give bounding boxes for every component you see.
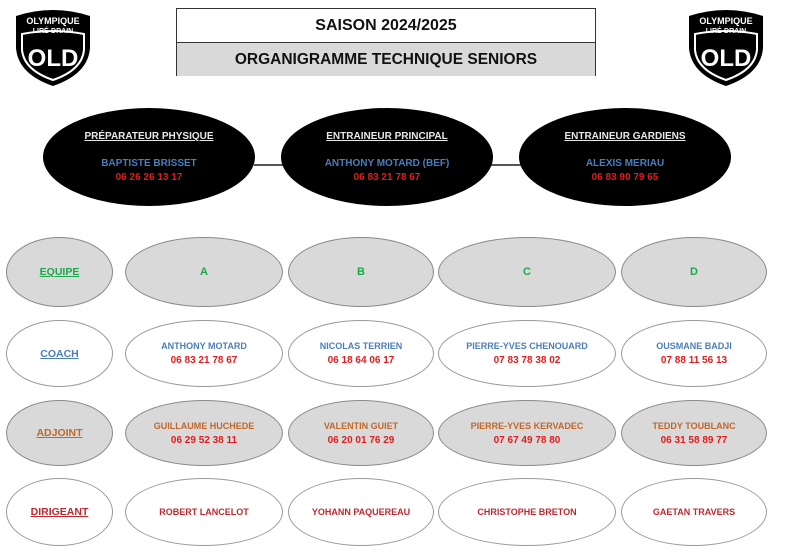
staff-role: ENTRAINEUR PRINCIPAL xyxy=(326,131,448,142)
cell-name: NICOLAS TERRIEN xyxy=(319,341,403,351)
cell-phone: 06 20 01 76 29 xyxy=(327,434,395,446)
svg-text:LIRÉ-DRAIN: LIRÉ-DRAIN xyxy=(33,26,73,35)
cell-name: PIERRE-YVES CHENOUARD xyxy=(466,341,588,351)
staff-name: ANTHONY MOTARD (BEF) xyxy=(324,158,450,169)
cell-phone: 06 83 21 78 67 xyxy=(170,355,238,366)
cell-name: YOHANN PAQUEREAU xyxy=(311,507,411,517)
cell-oval: VALENTIN GUIET 06 20 01 76 29 xyxy=(288,400,434,466)
staff-role: PRÉPARATEUR PHYSIQUE xyxy=(84,131,214,142)
cell-oval: PIERRE-YVES CHENOUARD 07 83 78 38 02 xyxy=(438,320,616,387)
row-label-dirigeant: DIRIGEANT xyxy=(6,478,113,546)
row-label-text: COACH xyxy=(40,347,79,360)
cell-oval: YOHANN PAQUEREAU xyxy=(288,478,434,546)
season-title: SAISON 2024/2025 xyxy=(177,9,595,43)
title-box: SAISON 2024/2025 ORGANIGRAMME TECHNIQUE … xyxy=(176,8,596,76)
cell-name: OUSMANE BADJI xyxy=(656,341,732,351)
svg-text:OLD: OLD xyxy=(28,45,79,72)
row-label-equipe: EQUIPE xyxy=(6,237,113,307)
staff-phone: 06 26 26 13 17 xyxy=(115,172,183,183)
staff-oval: ENTRAINEUR PRINCIPAL ANTHONY MOTARD (BEF)… xyxy=(281,108,493,206)
cell-oval: A xyxy=(125,237,283,307)
staff-phone: 06 83 21 78 67 xyxy=(353,172,421,183)
cell-name: D xyxy=(690,266,698,278)
cell-oval: ANTHONY MOTARD 06 83 21 78 67 xyxy=(125,320,283,387)
staff-oval: ENTRAINEUR GARDIENS ALEXIS MERIAU 06 83 90… xyxy=(519,108,731,206)
club-logo-right: OLYMPIQUE LIRÉ-DRAIN OLD xyxy=(689,10,763,86)
row-label-coach: COACH xyxy=(6,320,113,387)
svg-text:LIRÉ-DRAIN: LIRÉ-DRAIN xyxy=(706,26,746,35)
cell-oval: C xyxy=(438,237,616,307)
svg-text:OLD: OLD xyxy=(701,45,752,72)
cell-name: ROBERT LANCELOT xyxy=(159,507,249,517)
cell-oval: ROBERT LANCELOT xyxy=(125,478,283,546)
staff-name: BAPTISTE BRISSET xyxy=(101,158,197,169)
cell-name: GAETAN TRAVERS xyxy=(652,507,736,517)
cell-name: B xyxy=(357,266,365,278)
cell-phone: 06 29 52 38 11 xyxy=(170,434,238,446)
cell-oval: TEDDY TOUBLANC 06 31 58 89 77 xyxy=(621,400,767,466)
cell-phone: 06 18 64 06 17 xyxy=(327,355,395,366)
cell-oval: D xyxy=(621,237,767,307)
cell-oval: CHRISTOPHE BRETON xyxy=(438,478,616,546)
cell-name: PIERRE-YVES KERVADEC xyxy=(470,420,584,431)
cell-name: A xyxy=(200,266,208,278)
row-label-text: EQUIPE xyxy=(39,266,80,278)
cell-phone: 06 31 58 89 77 xyxy=(660,434,728,446)
svg-text:OLYMPIQUE: OLYMPIQUE xyxy=(26,16,79,26)
cell-name: GUILLAUME HUCHEDE xyxy=(153,420,255,431)
cell-oval: PIERRE-YVES KERVADEC 07 67 49 78 80 xyxy=(438,400,616,466)
cell-phone: 07 83 78 38 02 xyxy=(493,355,561,366)
cell-oval: NICOLAS TERRIEN 06 18 64 06 17 xyxy=(288,320,434,387)
svg-text:OLYMPIQUE: OLYMPIQUE xyxy=(699,16,752,26)
staff-phone: 06 83 90 79 65 xyxy=(591,172,659,183)
cell-name: ANTHONY MOTARD xyxy=(161,341,247,351)
row-label-adjoint: ADJOINT xyxy=(6,400,113,466)
cell-oval: B xyxy=(288,237,434,307)
cell-oval: GAETAN TRAVERS xyxy=(621,478,767,546)
club-logo-left: OLYMPIQUE LIRÉ-DRAIN OLD xyxy=(16,10,90,86)
cell-name: VALENTIN GUIET xyxy=(323,420,399,431)
staff-role: ENTRAINEUR GARDIENS xyxy=(564,131,686,142)
cell-phone: 07 67 49 78 80 xyxy=(493,434,561,446)
cell-name: TEDDY TOUBLANC xyxy=(652,420,736,431)
page-title: ORGANIGRAMME TECHNIQUE SENIORS xyxy=(177,43,595,76)
connector-line xyxy=(490,164,522,166)
staff-name: ALEXIS MERIAU xyxy=(585,158,665,169)
cell-oval: OUSMANE BADJI 07 88 11 56 13 xyxy=(621,320,767,387)
cell-phone: 07 88 11 56 13 xyxy=(660,355,728,366)
cell-oval: GUILLAUME HUCHEDE 06 29 52 38 11 xyxy=(125,400,283,466)
connector-line xyxy=(254,164,284,166)
cell-name: CHRISTOPHE BRETON xyxy=(477,507,577,517)
row-label-text: DIRIGEANT xyxy=(30,506,89,518)
row-label-text: ADJOINT xyxy=(36,427,83,439)
cell-name: C xyxy=(523,266,531,278)
staff-oval: PRÉPARATEUR PHYSIQUE BAPTISTE BRISSET 06 2… xyxy=(43,108,255,206)
